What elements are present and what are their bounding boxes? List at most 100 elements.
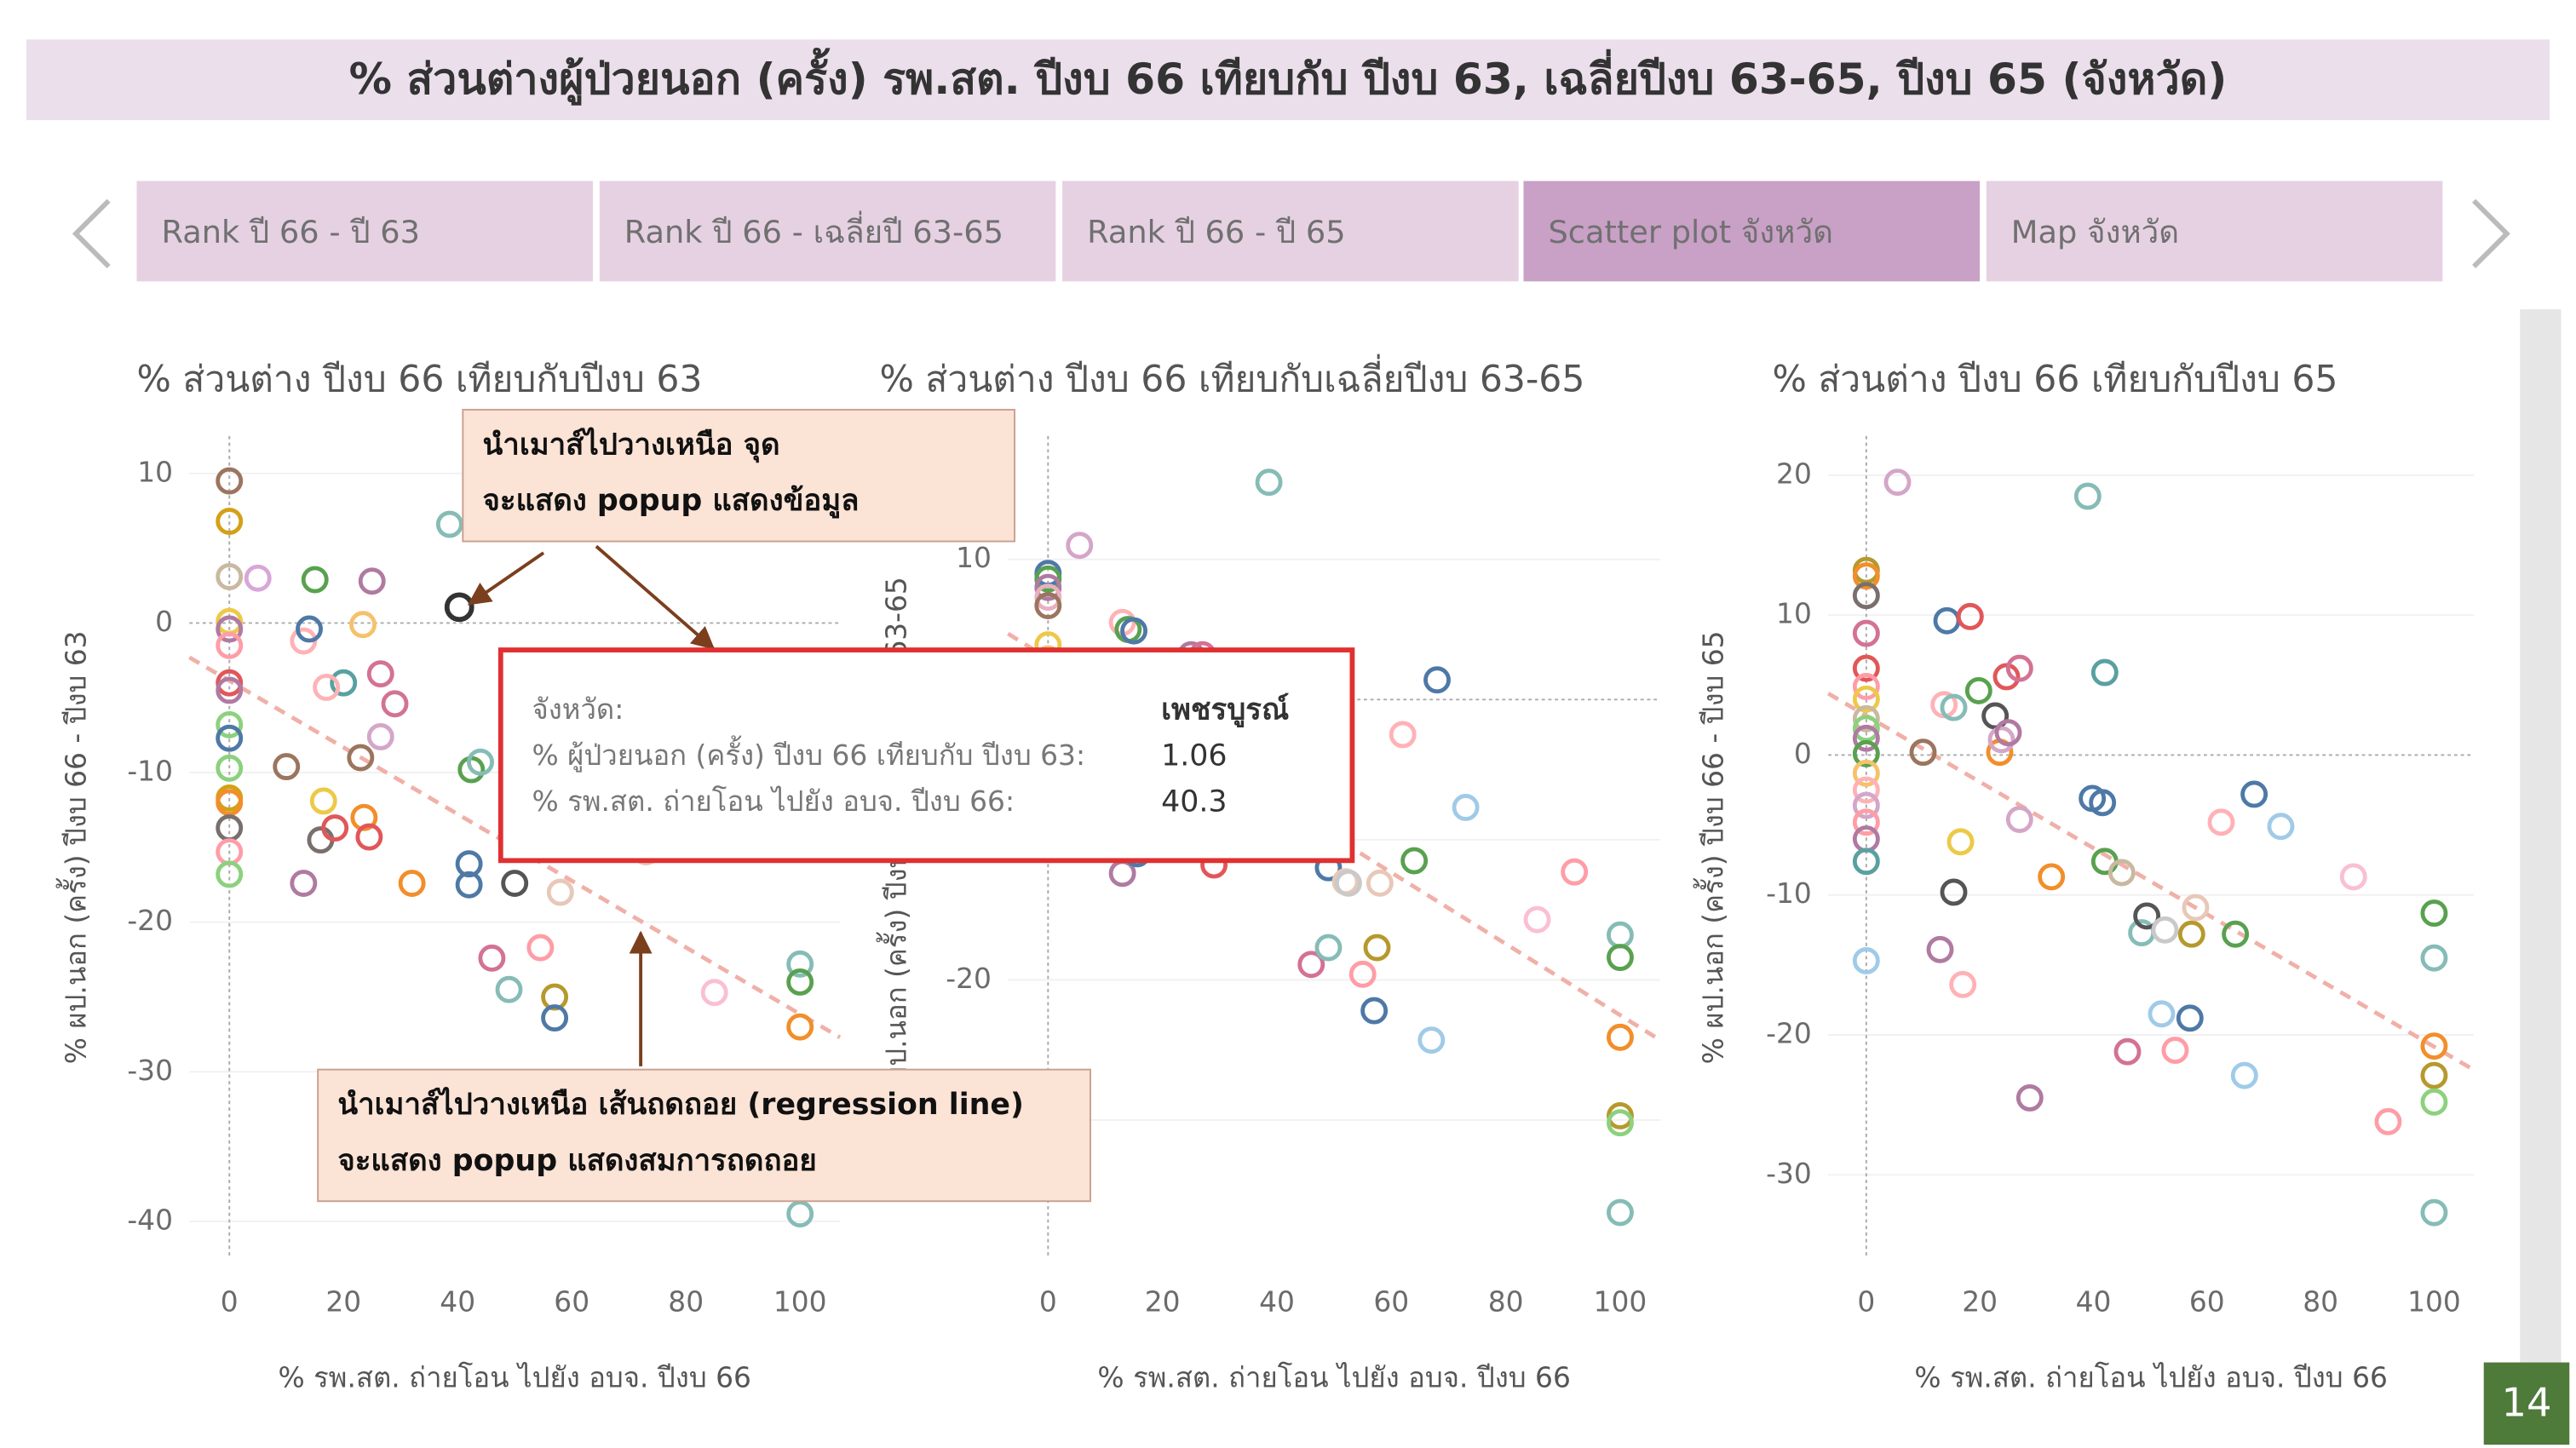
- point[interactable]: [1334, 869, 1362, 897]
- point[interactable]: [444, 592, 474, 623]
- tab[interactable]: [599, 181, 1056, 282]
- point[interactable]: [1034, 583, 1062, 612]
- point[interactable]: [541, 1004, 569, 1032]
- point[interactable]: [1366, 869, 1394, 897]
- point[interactable]: [1852, 582, 1880, 610]
- point[interactable]: [1852, 739, 1880, 767]
- point[interactable]: [1607, 944, 1634, 971]
- point[interactable]: [495, 975, 523, 1003]
- point[interactable]: [2339, 863, 2367, 891]
- point[interactable]: [2113, 1037, 2142, 1066]
- point[interactable]: [216, 676, 244, 704]
- point[interactable]: [435, 510, 463, 538]
- point[interactable]: [216, 467, 244, 495]
- point[interactable]: [1926, 935, 1954, 963]
- point[interactable]: [1297, 951, 1325, 979]
- point[interactable]: [309, 787, 337, 815]
- point[interactable]: [296, 615, 323, 643]
- point[interactable]: [455, 871, 483, 899]
- point[interactable]: [1940, 878, 1968, 906]
- point[interactable]: [216, 789, 244, 817]
- point[interactable]: [786, 968, 814, 996]
- point[interactable]: [216, 669, 244, 697]
- point[interactable]: [1360, 997, 1389, 1025]
- point[interactable]: [1400, 847, 1429, 875]
- point[interactable]: [2420, 899, 2448, 928]
- point[interactable]: [290, 870, 318, 897]
- point[interactable]: [330, 669, 358, 697]
- point[interactable]: [1034, 592, 1062, 619]
- point[interactable]: [467, 748, 494, 776]
- point[interactable]: [1852, 673, 1880, 700]
- point[interactable]: [1956, 602, 1984, 630]
- tab[interactable]: [1062, 181, 1519, 282]
- point[interactable]: [1120, 617, 1148, 645]
- point[interactable]: [2420, 1198, 2448, 1227]
- point[interactable]: [358, 567, 386, 595]
- tab[interactable]: [1523, 181, 1981, 282]
- point[interactable]: [2176, 1004, 2204, 1032]
- point[interactable]: [2090, 658, 2119, 687]
- point[interactable]: [366, 722, 394, 750]
- point[interactable]: [347, 744, 375, 772]
- point[interactable]: [1348, 960, 1377, 988]
- point[interactable]: [2038, 863, 2066, 891]
- point[interactable]: [1255, 468, 1283, 497]
- point[interactable]: [2073, 482, 2102, 510]
- point[interactable]: [1034, 565, 1062, 593]
- point[interactable]: [1034, 573, 1062, 601]
- point[interactable]: [1883, 468, 1912, 497]
- point[interactable]: [2151, 916, 2179, 944]
- nav-next[interactable]: [2472, 198, 2510, 269]
- point[interactable]: [1949, 970, 1977, 998]
- point[interactable]: [366, 660, 394, 688]
- point[interactable]: [2230, 1061, 2258, 1089]
- point[interactable]: [1940, 693, 1968, 721]
- point[interactable]: [2005, 654, 2033, 682]
- point[interactable]: [1852, 704, 1880, 733]
- point[interactable]: [216, 754, 244, 782]
- point[interactable]: [398, 870, 426, 897]
- scrollbar[interactable]: [2520, 309, 2562, 1363]
- point[interactable]: [1066, 532, 1094, 560]
- point[interactable]: [1852, 619, 1880, 647]
- point[interactable]: [1852, 724, 1880, 752]
- point[interactable]: [1987, 726, 2015, 754]
- point[interactable]: [1607, 1023, 1634, 1051]
- point[interactable]: [2015, 1083, 2044, 1112]
- point[interactable]: [1933, 606, 1961, 635]
- point[interactable]: [216, 563, 244, 590]
- point[interactable]: [2107, 859, 2136, 887]
- point[interactable]: [501, 870, 529, 897]
- point[interactable]: [1389, 721, 1417, 749]
- point[interactable]: [349, 611, 377, 639]
- point[interactable]: [216, 615, 244, 643]
- point[interactable]: [1852, 808, 1880, 836]
- point[interactable]: [1607, 1109, 1634, 1137]
- point[interactable]: [2420, 944, 2448, 972]
- point[interactable]: [1946, 828, 1975, 856]
- point[interactable]: [2240, 780, 2268, 808]
- point[interactable]: [1561, 858, 1589, 886]
- point[interactable]: [1852, 715, 1880, 743]
- point[interactable]: [2005, 806, 2033, 833]
- point[interactable]: [2207, 808, 2235, 836]
- point[interactable]: [1607, 1198, 1634, 1227]
- point[interactable]: [1523, 905, 1551, 934]
- point[interactable]: [541, 983, 569, 1011]
- point[interactable]: [216, 508, 244, 535]
- point[interactable]: [2222, 920, 2250, 948]
- point[interactable]: [216, 724, 244, 752]
- point[interactable]: [321, 814, 349, 842]
- point[interactable]: [350, 803, 378, 831]
- point[interactable]: [216, 860, 244, 888]
- point[interactable]: [2089, 789, 2117, 817]
- point[interactable]: [786, 1013, 814, 1041]
- point[interactable]: [786, 950, 814, 978]
- point[interactable]: [2267, 813, 2295, 841]
- point[interactable]: [1852, 791, 1880, 819]
- point[interactable]: [1909, 738, 1937, 767]
- tab[interactable]: [1986, 181, 2443, 282]
- point[interactable]: [1423, 666, 1451, 694]
- point[interactable]: [381, 690, 409, 718]
